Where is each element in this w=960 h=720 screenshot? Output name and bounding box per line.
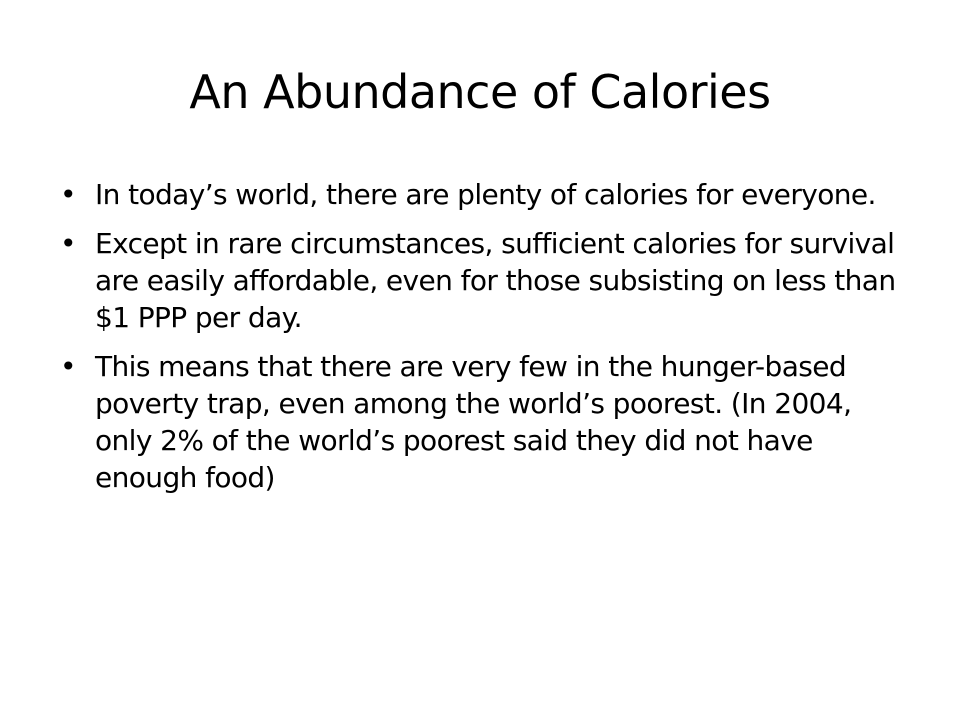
bullet-item: In today’s world, there are plenty of ca… [60,176,910,213]
slide-title: An Abundance of Calories [189,65,771,119]
bullet-item: Except in rare circumstances, sufficient… [60,225,910,336]
bullet-item: This means that there are very few in th… [60,348,910,496]
bullet-list: In today’s world, there are plenty of ca… [60,176,910,508]
